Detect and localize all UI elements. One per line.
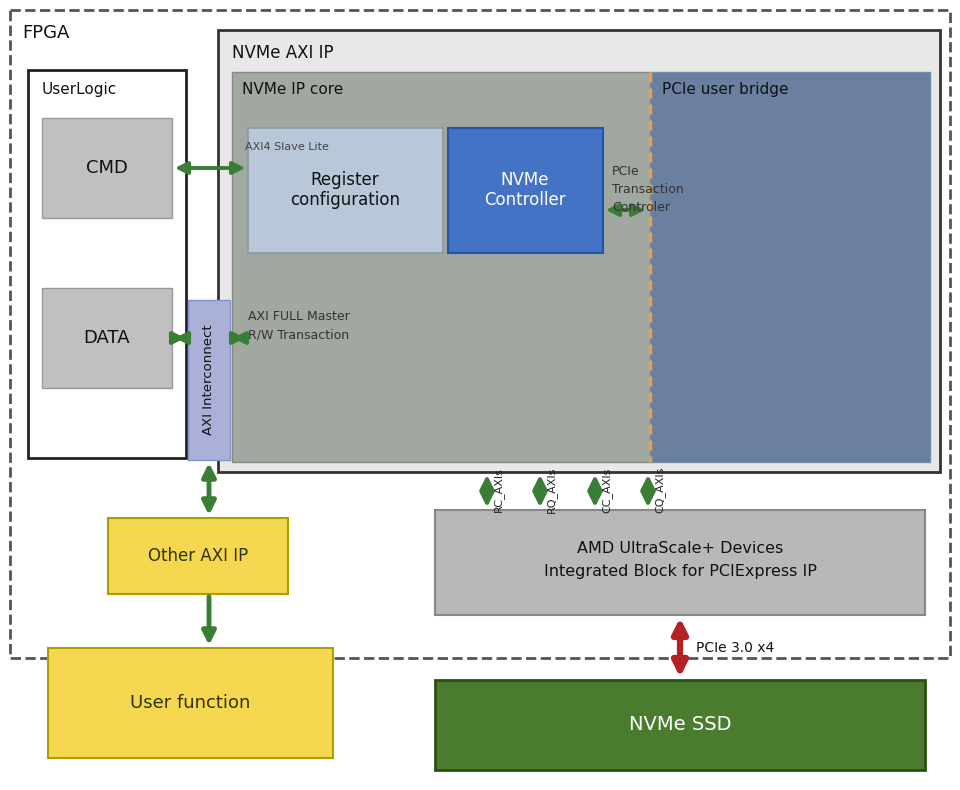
Text: NVMe AXI IP: NVMe AXI IP <box>232 44 334 62</box>
Text: NVMe IP core: NVMe IP core <box>242 82 344 97</box>
Bar <box>650 72 930 462</box>
Text: DATA: DATA <box>84 329 131 347</box>
Text: RQ_AXIs: RQ_AXIs <box>546 467 557 514</box>
Bar <box>448 128 603 253</box>
Text: AXI4 Slave Lite: AXI4 Slave Lite <box>245 142 329 152</box>
Text: CC_AXIs: CC_AXIs <box>601 468 612 513</box>
Text: PCIe 3.0 x4: PCIe 3.0 x4 <box>696 641 775 655</box>
Bar <box>42 118 172 218</box>
Text: AXI Interconnect: AXI Interconnect <box>203 325 215 435</box>
Text: Register
configuration: Register configuration <box>290 171 400 209</box>
Text: RC_AXIs: RC_AXIs <box>493 468 504 513</box>
Bar <box>42 288 172 388</box>
Bar <box>218 30 940 472</box>
Bar <box>435 510 925 615</box>
Text: PCIe
Transaction
Controler: PCIe Transaction Controler <box>612 165 684 214</box>
Text: Other AXI IP: Other AXI IP <box>148 547 248 565</box>
Text: AMD UltraScale+ Devices
Integrated Block for PCIExpress IP: AMD UltraScale+ Devices Integrated Block… <box>543 541 816 578</box>
Text: User function: User function <box>130 694 251 712</box>
Bar <box>248 128 443 253</box>
Text: CQ_AXIs: CQ_AXIs <box>654 467 665 514</box>
Text: NVMe SSD: NVMe SSD <box>629 716 732 735</box>
Text: AXI FULL Master
R/W Transaction: AXI FULL Master R/W Transaction <box>248 310 349 341</box>
Text: UserLogic: UserLogic <box>42 82 117 97</box>
Bar <box>435 680 925 770</box>
Text: NVMe
Controller: NVMe Controller <box>484 171 565 209</box>
Bar <box>232 72 650 462</box>
Text: FPGA: FPGA <box>22 24 69 42</box>
Bar <box>188 300 230 460</box>
Text: PCIe user bridge: PCIe user bridge <box>662 82 788 97</box>
Bar <box>48 648 333 758</box>
Bar <box>108 518 288 594</box>
Text: CMD: CMD <box>86 159 128 177</box>
Bar <box>10 10 950 658</box>
Bar <box>28 70 186 458</box>
